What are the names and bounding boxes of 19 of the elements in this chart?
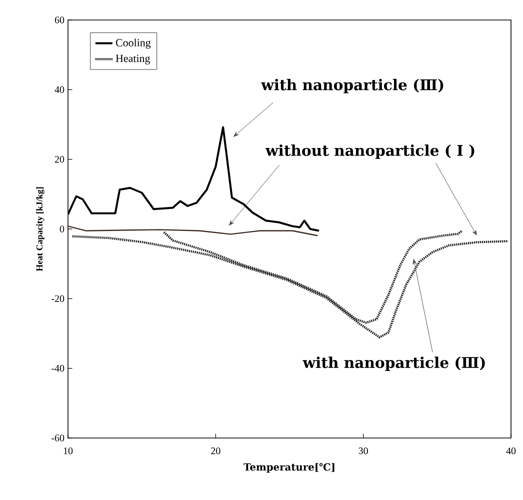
y-tick-label: -60 — [52, 434, 64, 442]
annotation: with nanoparticle (Ⅲ) — [261, 78, 444, 94]
y-tick-label: -20 — [52, 295, 64, 302]
x-tick-label: 20 — [211, 448, 220, 454]
x-axis-title: Temperature[℃] — [244, 463, 334, 473]
legend-label: Heating — [116, 54, 150, 64]
annotation: with nanoparticle (Ⅲ) — [302, 356, 485, 371]
y-tick-label: 0 — [60, 226, 64, 232]
y-tick-label: 20 — [54, 156, 64, 163]
x-tick-label: 40 — [506, 448, 516, 454]
line-series — [68, 226, 318, 236]
x-tick-label: 10 — [64, 448, 73, 454]
x-tick-label: 30 — [358, 448, 368, 454]
legend-label: Cooling — [116, 38, 151, 49]
annotation: without nanoparticle ( Ⅰ ) — [265, 144, 474, 159]
y-axis-title: Heat Capacity [kJ/kg] — [36, 187, 44, 272]
y-tick-label: -40 — [52, 364, 64, 372]
y-tick-label: 60 — [54, 16, 64, 24]
y-tick-label: 40 — [54, 86, 64, 94]
